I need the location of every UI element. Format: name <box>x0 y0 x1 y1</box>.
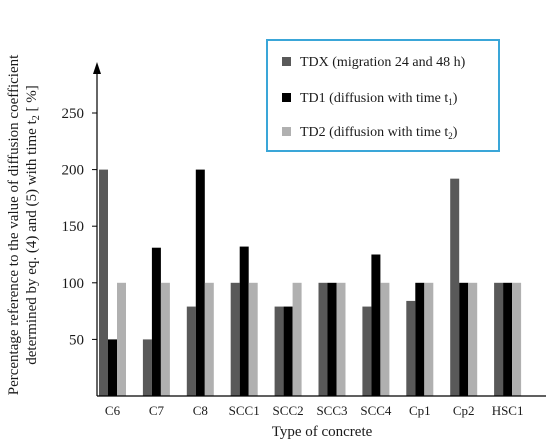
bar <box>406 300 416 396</box>
y-axis-title-line-1: Percentage reference to the value of dif… <box>6 54 22 395</box>
bar <box>142 339 152 396</box>
bar <box>494 282 504 396</box>
bar <box>230 282 240 396</box>
bar <box>424 282 434 396</box>
x-tick-label: SCC2 <box>273 403 304 418</box>
y-axis-title: Percentage reference to the value of dif… <box>6 54 42 395</box>
y-tick-label: 150 <box>62 219 85 235</box>
bar <box>336 282 346 396</box>
bar <box>327 282 337 396</box>
x-tick-label: C8 <box>193 403 208 418</box>
x-tick-label: HSC1 <box>492 403 524 418</box>
bar <box>371 254 381 396</box>
bar <box>283 306 293 396</box>
y-axis-title-line-2: determined by eq. (4) and (5) with time … <box>24 85 42 365</box>
legend-label: TD2 (diffusion with time t2) <box>300 125 458 141</box>
x-axis-ticks: C6 C7 C8 SCC1 SCC2 SCC3 SCC4 Cp1 Cp2 HSC1 <box>105 403 524 418</box>
bar <box>503 282 513 396</box>
bar <box>380 282 390 396</box>
legend-swatch <box>282 127 291 136</box>
bar <box>318 282 328 396</box>
y-axis-ticks: 50 100 150 200 250 <box>62 106 97 348</box>
bar <box>151 247 161 396</box>
y-tick-label: 100 <box>62 276 85 292</box>
x-tick-label: SCC1 <box>229 403 260 418</box>
y-tick-label: 200 <box>62 163 85 179</box>
bar <box>239 246 249 396</box>
legend-label: TDX (migration 24 and 48 h) <box>300 55 466 70</box>
x-tick-label: SCC3 <box>316 403 347 418</box>
y-tick-label: 50 <box>69 332 84 348</box>
legend-swatch <box>282 57 291 66</box>
bar <box>292 282 302 396</box>
bar <box>459 282 469 396</box>
bars <box>99 169 522 396</box>
bar <box>117 282 126 396</box>
x-tick-label: Cp1 <box>409 403 431 418</box>
bar <box>108 339 117 396</box>
x-tick-label: C6 <box>105 403 121 418</box>
bar <box>186 306 196 396</box>
x-tick-label: Cp2 <box>453 403 475 418</box>
x-tick-label: C7 <box>149 403 165 418</box>
bar <box>362 306 372 396</box>
legend-label: TD1 (diffusion with time t1) <box>300 91 458 107</box>
y-axis-title-subscript: 2 <box>31 115 42 120</box>
legend-swatch <box>282 93 291 102</box>
bar <box>274 306 284 396</box>
bar <box>512 282 522 396</box>
legend-frame <box>266 39 500 152</box>
bar <box>99 169 108 396</box>
x-tick-label: SCC4 <box>360 403 392 418</box>
bar <box>248 282 258 396</box>
legend: TDX (migration 24 and 48 h) TD1 (diffusio… <box>266 39 500 152</box>
bar <box>204 282 214 396</box>
bar <box>415 282 425 396</box>
bar <box>450 178 460 396</box>
y-tick-label: 250 <box>62 106 85 122</box>
bar <box>195 169 205 396</box>
y-axis-arrowhead <box>93 62 101 74</box>
x-axis-title: Type of concrete <box>272 424 373 440</box>
bar <box>468 282 478 396</box>
bar <box>160 282 170 396</box>
